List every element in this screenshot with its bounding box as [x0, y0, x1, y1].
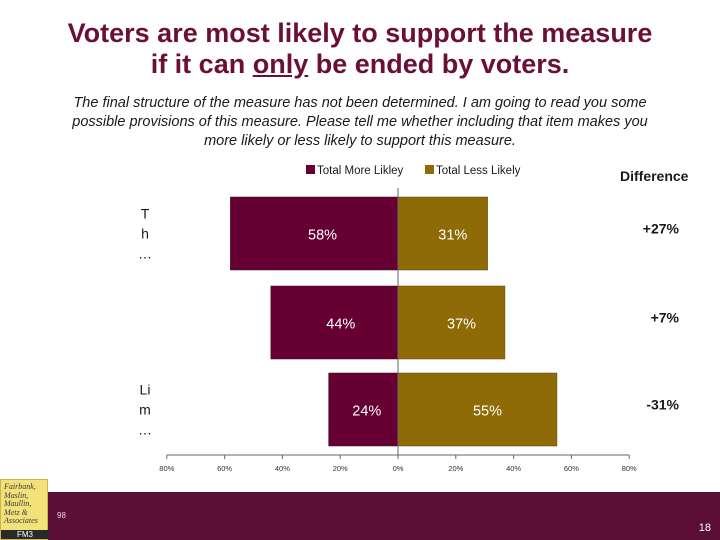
x-tick-label: 20% [448, 464, 463, 473]
x-tick-label: 80% [622, 464, 637, 473]
data-label-less-likely: 55% [473, 404, 502, 420]
title-emphasis: only [252, 49, 309, 79]
category-label: … [138, 246, 152, 262]
data-label-more-likely: 58% [308, 228, 337, 244]
difference-header: Difference [620, 168, 689, 184]
x-tick-label: 20% [333, 464, 348, 473]
category-label: h [141, 226, 149, 242]
legend-more-likely-label: Total More Likley [317, 165, 404, 177]
x-tick-label: 80% [159, 464, 174, 473]
category-label: T [141, 206, 150, 222]
difference-value: +27% [643, 221, 680, 237]
category-label: … [138, 422, 152, 438]
title-line-2: if it can only be ended by voters. [0, 49, 720, 80]
x-tick-label: 60% [217, 464, 232, 473]
x-tick-label: 40% [506, 464, 521, 473]
page-number: 18 [698, 522, 711, 534]
x-tick-label: 60% [564, 464, 579, 473]
legend-less-likely-label: Total Less Likely [436, 165, 521, 177]
bar-more-likely [270, 285, 399, 360]
logo-badge: FM3 [1, 530, 49, 539]
title-line-2-start: if it can [150, 49, 253, 79]
difference-value: -31% [646, 397, 679, 413]
data-label-more-likely: 44% [326, 317, 355, 333]
job-number: 98 [57, 511, 66, 520]
bar-less-likely [397, 372, 558, 447]
legend-more-likely-swatch [306, 165, 315, 174]
legend-less-likely-swatch [425, 165, 434, 174]
data-label-less-likely: 37% [447, 317, 476, 333]
title-line-1: Voters are most likely to support the me… [67, 18, 653, 48]
category-label: m [139, 402, 151, 418]
data-label-more-likely: 24% [352, 404, 381, 420]
subtitle: The final structure of the measure has n… [72, 95, 648, 149]
category-label: Li [140, 382, 151, 398]
company-logo: Fairbank, Maslin, Maullin, Metz & Associ… [0, 479, 49, 540]
difference-value: +7% [651, 310, 680, 326]
x-tick-label: 40% [275, 464, 290, 473]
page-title: Voters are most likely to support the me… [0, 18, 720, 80]
footer-bar [0, 492, 720, 540]
x-tick-label: 0% [393, 464, 404, 473]
data-label-less-likely: 31% [438, 228, 467, 244]
bar-less-likely [397, 285, 506, 360]
title-line-2-end: be ended by voters. [308, 49, 570, 79]
bar-more-likely [230, 196, 399, 271]
logo-text: Fairbank, Maslin, Maullin, Metz & Associ… [4, 482, 38, 525]
